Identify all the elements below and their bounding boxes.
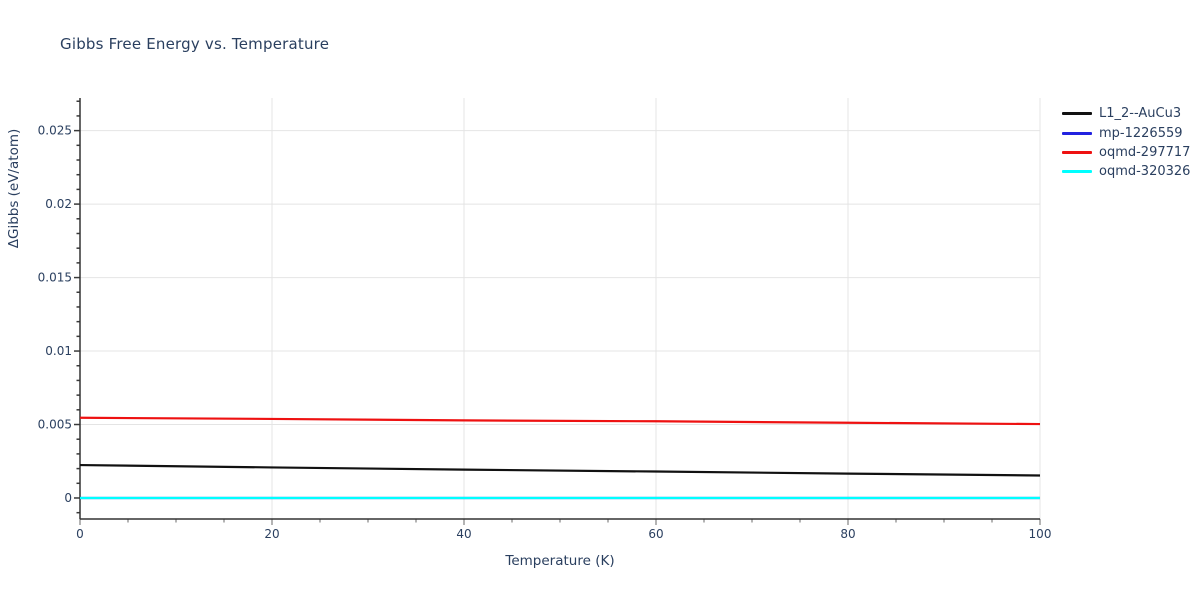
x-tick-label: 80	[840, 527, 855, 541]
legend-line-swatch	[1062, 112, 1092, 116]
legend-item-oqmd-297717[interactable]: oqmd-297717	[1062, 143, 1190, 162]
x-tick-label: 20	[264, 527, 279, 541]
legend-label: L1_2--AuCu3	[1099, 106, 1182, 122]
legend-line-swatch	[1062, 131, 1092, 135]
y-tick-label: 0	[64, 491, 72, 505]
x-tick-label: 40	[456, 527, 471, 541]
chart-title: Gibbs Free Energy vs. Temperature	[60, 35, 330, 53]
legend-item-L1_2--AuCu3[interactable]: L1_2--AuCu3	[1062, 104, 1190, 123]
x-tick-label: 0	[76, 527, 84, 541]
legend-label: oqmd-320326	[1099, 164, 1191, 180]
series-line-oqmd-297717	[79, 416, 1041, 426]
legend-line-swatch	[1062, 170, 1092, 174]
legend-item-mp-1226559[interactable]: mp-1226559	[1062, 123, 1190, 142]
legend-label: oqmd-297717	[1099, 144, 1191, 160]
legend-line-swatch	[1062, 150, 1092, 154]
y-axis-title: ΔGibbs (eV/atom)	[6, 128, 22, 249]
x-tick-label: 60	[648, 527, 663, 541]
legend: L1_2--AuCu3 mp-1226559 oqmd-297717 oqmd-320…	[1062, 104, 1190, 182]
y-tick-label: 0.02	[45, 197, 72, 211]
series-line-L1_2--AuCu3	[79, 463, 1041, 477]
y-tick-label: 0.015	[38, 271, 72, 285]
y-tick-label: 0.01	[45, 344, 72, 358]
x-tick-label: 100	[1029, 527, 1052, 541]
legend-label: mp-1226559	[1099, 125, 1183, 141]
x-axis-title: Temperature (K)	[505, 553, 615, 569]
legend-item-oqmd-320326[interactable]: oqmd-320326	[1062, 162, 1190, 181]
y-tick-label: 0.025	[38, 124, 72, 138]
y-tick-label: 0.005	[38, 418, 72, 432]
